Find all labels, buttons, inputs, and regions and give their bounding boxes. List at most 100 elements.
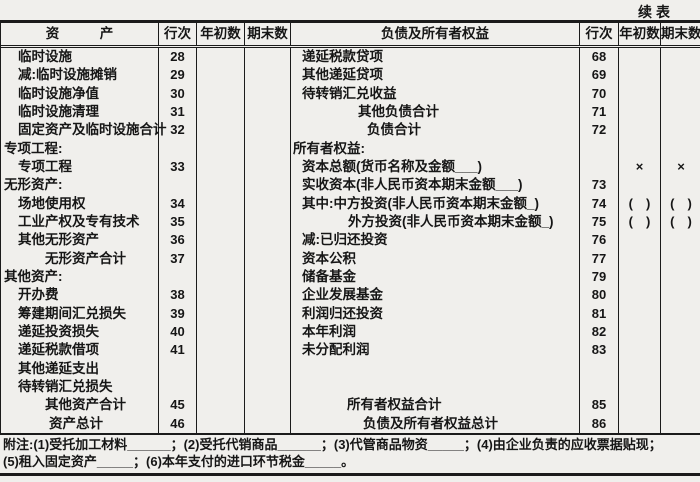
footnote-line-1: 附注:(1)受托加工材料______；(2)受托代销商品______；(3)代管…: [3, 437, 662, 452]
liability-label: 外方投资(非人民币资本期末金额_): [290, 213, 579, 232]
asset-ending-value: [244, 66, 290, 85]
asset-beginning-value: [196, 66, 244, 85]
table-row: 固定资产及临时设施合计 32 负债合计 72: [1, 121, 700, 140]
asset-line-number: [158, 139, 196, 158]
liability-beginning-value: [618, 378, 660, 397]
asset-beginning-value: [196, 231, 244, 250]
liability-label: 递延税款贷项: [290, 48, 579, 67]
asset-beginning-value: [196, 176, 244, 195]
asset-ending-value: [244, 139, 290, 158]
liability-label: 实收资本(非人民币资本期末金额___): [290, 176, 579, 195]
liability-line-number: 74: [579, 194, 618, 213]
liability-label: [290, 378, 579, 397]
liability-ending-value: [660, 341, 700, 360]
asset-ending-value: [244, 176, 290, 195]
table-row: 专项工程 33 资本总额(货币名称及金额___) × ×: [1, 158, 700, 177]
liability-line-number: 79: [579, 268, 618, 287]
footnotes: 附注:(1)受托加工材料______；(2)受托代销商品______；(3)代管…: [3, 437, 699, 470]
table-header-row: 资 产 行次 年初数 期末数 负债及所有者权益 行次 年初数 期末数: [1, 23, 700, 48]
bottom-rule: [0, 473, 700, 476]
asset-line-number: 32: [158, 121, 196, 140]
liability-line-number: 85: [579, 396, 618, 415]
asset-line-number: [158, 268, 196, 287]
asset-ending-value: [244, 249, 290, 268]
liability-beginning-value: [618, 139, 660, 158]
liability-line-number: 82: [579, 323, 618, 342]
liability-ending-value: ( ): [660, 213, 700, 232]
liability-beginning-value: [618, 231, 660, 250]
asset-ending-value: [244, 48, 290, 67]
liability-ending-value: [660, 414, 700, 433]
asset-line-number: 39: [158, 304, 196, 323]
asset-label: 临时设施清理: [18, 104, 99, 119]
asset-label: 无形资产合计: [45, 250, 126, 266]
table-row: 专项工程: 所有者权益:: [1, 139, 700, 158]
asset-line-number: 36: [158, 231, 196, 250]
liability-beginning-value: [618, 249, 660, 268]
header-asset-beginning-balance: 年初数: [196, 23, 244, 45]
liability-label: 待转销汇兑收益: [290, 84, 579, 103]
liability-label: 所有者权益:: [290, 139, 579, 158]
asset-beginning-value: [196, 139, 244, 158]
liability-beginning-value: ×: [618, 158, 660, 177]
asset-ending-value: [244, 286, 290, 305]
asset-line-number: 45: [158, 396, 196, 415]
liability-beginning-value: ( ): [618, 213, 660, 232]
asset-line-number: 29: [158, 66, 196, 85]
asset-beginning-value: [196, 286, 244, 305]
liability-beginning-value: [618, 323, 660, 342]
header-liability-beginning-balance: 年初数: [618, 23, 660, 45]
liability-beginning-value: [618, 396, 660, 415]
liability-ending-value: [660, 84, 700, 103]
header-asset-line-no: 行次: [158, 23, 196, 45]
liability-line-number: 86: [579, 414, 618, 433]
asset-ending-value: [244, 194, 290, 213]
table-row: 临时设施净值 30 待转销汇兑收益 70: [1, 84, 700, 103]
liability-beginning-value: [618, 414, 660, 433]
asset-beginning-value: [196, 341, 244, 360]
liability-label: 其中:中方投资(非人民币资本期末金额_): [290, 194, 579, 213]
asset-beginning-value: [196, 194, 244, 213]
liability-ending-value: ×: [660, 158, 700, 177]
asset-ending-value: [244, 158, 290, 177]
asset-ending-value: [244, 121, 290, 140]
liability-beginning-value: [618, 66, 660, 85]
asset-line-number: 28: [158, 48, 196, 67]
liability-label: 所有者权益合计: [290, 396, 579, 415]
asset-line-number: 41: [158, 341, 196, 360]
asset-ending-value: [244, 231, 290, 250]
asset-label: 专项工程: [18, 159, 72, 174]
header-liabilities-and-equity: 负债及所有者权益: [290, 23, 579, 45]
liability-ending-value: [660, 396, 700, 415]
liability-beginning-value: [618, 48, 660, 67]
table-row: 其他递延支出: [1, 359, 700, 378]
header-assets: 资 产: [45, 26, 114, 41]
liability-ending-value: [660, 176, 700, 195]
liability-label: 负债合计: [290, 121, 579, 140]
liability-line-number: 77: [579, 249, 618, 268]
table-row: 工业产权及专有技术 35 外方投资(非人民币资本期末金额_) 75( )( ): [1, 213, 700, 232]
asset-line-number: 40: [158, 323, 196, 342]
asset-line-number: [158, 359, 196, 378]
asset-ending-value: [244, 213, 290, 232]
liability-line-number: 83: [579, 341, 618, 360]
asset-beginning-value: [196, 48, 244, 67]
table-row: 待转销汇兑损失: [1, 378, 700, 397]
liability-label: 资本公积: [290, 249, 579, 268]
liability-beginning-value: [618, 103, 660, 122]
liability-beginning-value: [618, 304, 660, 323]
table-row: 筹建期间汇兑损失 39 利润归还投资 81: [1, 304, 700, 323]
liability-ending-value: [660, 231, 700, 250]
asset-line-number: [158, 176, 196, 195]
asset-beginning-value: [196, 158, 244, 177]
asset-ending-value: [244, 84, 290, 103]
table-row: 资产总计 46 负债及所有者权益总计 86: [1, 414, 700, 433]
asset-line-number: 37: [158, 249, 196, 268]
asset-beginning-value: [196, 249, 244, 268]
table-row: 临时设施 28 递延税款贷项 68: [1, 48, 700, 67]
asset-ending-value: [244, 396, 290, 415]
liability-ending-value: ( ): [660, 194, 700, 213]
table-row: 无形资产: 实收资本(非人民币资本期末金额___) 73: [1, 176, 700, 195]
liability-line-number: [579, 139, 618, 158]
